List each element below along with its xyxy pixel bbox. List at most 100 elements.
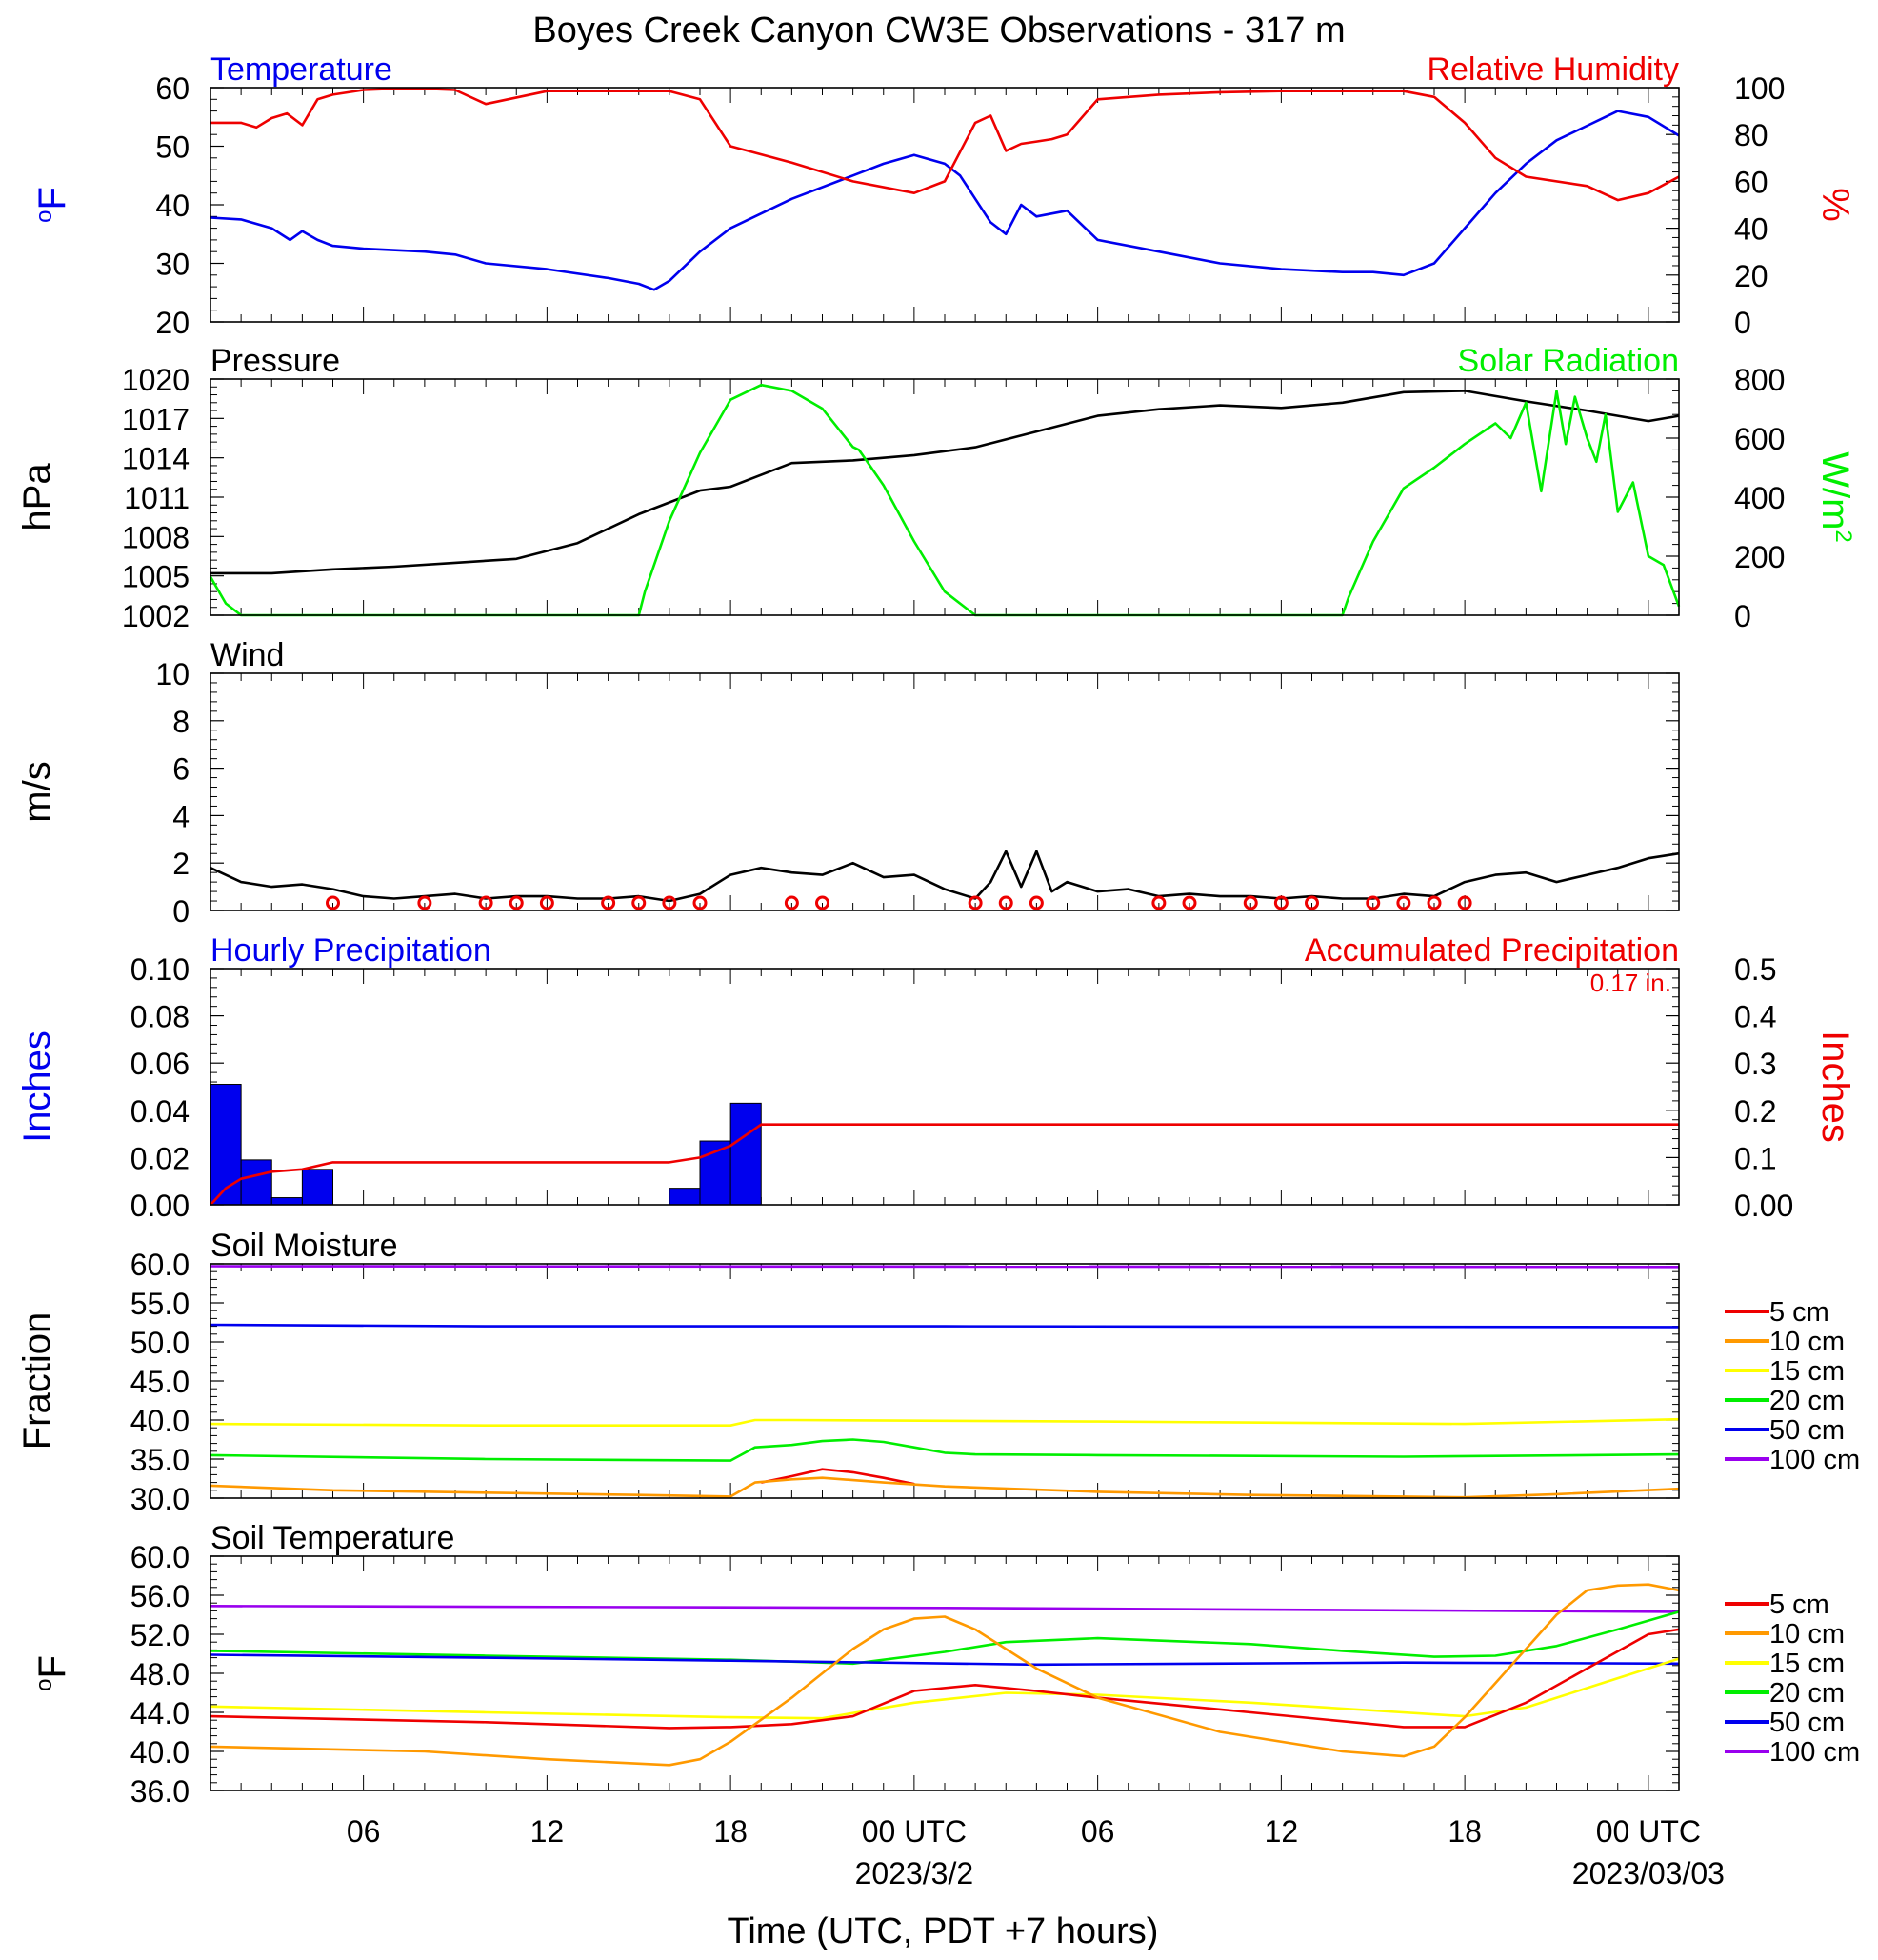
- series-line-5cm: [761, 1468, 915, 1486]
- series-line: [209, 383, 1681, 617]
- y-right-tick-label: 0.2: [1734, 1094, 1776, 1129]
- panel-left-title: Wind: [210, 637, 284, 673]
- panel-frame: [210, 378, 1680, 616]
- legend-label: 20 cm: [1769, 1678, 1845, 1709]
- y-tick-label: 20: [155, 306, 190, 340]
- legend-label: 10 cm: [1769, 1619, 1845, 1650]
- legend-label: 5 cm: [1769, 1297, 1829, 1328]
- y-tick-label: 30: [155, 248, 190, 282]
- wind-calm-marker: [1427, 895, 1442, 910]
- legend-label: 15 cm: [1769, 1649, 1845, 1679]
- panel-right-title: Accumulated Precipitation: [1305, 932, 1679, 969]
- y-tick-label: 40.0: [130, 1404, 190, 1438]
- panel-frame: [210, 672, 1680, 911]
- series-line-15cm: [210, 1417, 1680, 1427]
- y-right-tick-label: 40: [1734, 212, 1768, 247]
- series-line-100cm: [210, 1265, 1680, 1269]
- y-tick-label: 4: [172, 799, 190, 833]
- superscript: 2: [1830, 530, 1856, 542]
- precip-bar: [240, 1159, 272, 1206]
- y-right-tick-label: 0.1: [1734, 1141, 1776, 1175]
- y-right-tick-label: 800: [1734, 363, 1785, 397]
- legend-label: 10 cm: [1769, 1327, 1845, 1357]
- y-right-tick-label: 400: [1734, 481, 1785, 515]
- y-tick-label: 1011: [124, 481, 190, 515]
- y-tick-label: 2: [172, 847, 190, 881]
- wind-calm-marker: [1457, 895, 1472, 910]
- y-tick-label: 60.0: [130, 1540, 190, 1574]
- panel-left-title: Soil Temperature: [210, 1520, 454, 1556]
- panel-soil_temperature: 60.0 56.0 52.0 48.0 44.0 40.0 36.0 Soil Tempera…: [31, 1520, 1860, 1809]
- panel-precipitation: 0.10 0.08 0.06 0.04 0.02 0.00 0.5 0.4 0.3 0.2 0.1 0…: [16, 932, 1856, 1223]
- wind-calm-marker: [631, 895, 647, 910]
- y-tick-label: 10: [155, 657, 190, 691]
- y-right-tick-label: 600: [1734, 422, 1785, 456]
- y-tick-label: 0.10: [130, 952, 190, 987]
- panel-right-title: Relative Humidity: [1427, 51, 1679, 88]
- x-tick-label: 12: [1265, 1814, 1299, 1849]
- panel-frame: [210, 1263, 1680, 1499]
- y-axis-label-left: Fraction: [16, 1312, 58, 1450]
- wind-calm-marker: [662, 895, 677, 910]
- y-right-tick-label: 0: [1734, 306, 1751, 340]
- y-tick-label: 40.0: [130, 1735, 190, 1770]
- y-tick-label: 36.0: [130, 1774, 190, 1809]
- panel-frame: [210, 1555, 1680, 1791]
- precip-bar: [729, 1102, 762, 1206]
- legend-label: 50 cm: [1769, 1708, 1845, 1738]
- y-right-tick-label: 60: [1734, 165, 1768, 199]
- y-tick-label: 6: [172, 752, 190, 787]
- figure-title: Boyes Creek Canyon CW3E Observations - 3…: [532, 10, 1345, 50]
- series-line: [210, 1123, 1679, 1206]
- series-line-20cm: [210, 1438, 1680, 1462]
- y-tick-label: 40: [155, 189, 190, 223]
- panel-wind: 10 8 6 4 2 0 Wind m/s: [16, 637, 1680, 929]
- wind-calm-marker: [478, 895, 493, 910]
- y-tick-label: 30.0: [130, 1482, 190, 1516]
- x-date-label: 2023/3/2: [855, 1856, 974, 1890]
- series-line-50cm: [210, 1653, 1680, 1667]
- y-right-tick-label: 100: [1734, 71, 1785, 106]
- y-tick-label: 44.0: [130, 1696, 190, 1730]
- y-tick-label: 0.04: [130, 1094, 190, 1129]
- x-axis-label: Time (UTC, PDT +7 hours): [728, 1911, 1159, 1951]
- degree-symbol: o: [31, 1679, 57, 1691]
- panel-frame: [210, 968, 1680, 1206]
- y-tick-label: 1002: [122, 599, 190, 633]
- panel-left-title: Pressure: [210, 343, 340, 379]
- y-right-tick-label: 0.3: [1734, 1047, 1776, 1081]
- y-tick-label: 1014: [122, 442, 190, 476]
- panel-pressure_solar: 1020 1017 1014 1011 1008 1005 1002 800 600 400 200…: [16, 343, 1856, 633]
- wind-calm-marker: [968, 895, 983, 910]
- series-line-100cm: [210, 1605, 1680, 1613]
- wind-calm-marker: [1151, 895, 1167, 910]
- y-axis-label-right: Inches: [1814, 1030, 1856, 1143]
- panel-left-title: Temperature: [210, 51, 392, 88]
- y-tick-label: 0.08: [130, 1000, 190, 1034]
- y-axis-label-right: %: [1814, 188, 1856, 222]
- series-line-50cm: [210, 1323, 1680, 1329]
- precip-bar: [669, 1188, 701, 1206]
- legend-label: 100 cm: [1769, 1445, 1860, 1475]
- y-axis-label-left: hPa: [16, 463, 58, 531]
- series-line-10cm: [210, 1583, 1680, 1767]
- y-tick-label: 8: [172, 705, 190, 739]
- y-tick-label: 45.0: [130, 1365, 190, 1399]
- series-line: [210, 87, 1680, 202]
- y-tick-label: 60.0: [130, 1248, 190, 1282]
- y-tick-label: 1008: [122, 520, 190, 554]
- panel-left-title: Soil Moisture: [210, 1228, 398, 1264]
- y-tick-label: 48.0: [130, 1657, 190, 1691]
- x-tick-label: 18: [713, 1814, 748, 1849]
- panel-frame: [210, 87, 1680, 323]
- panel-temperature_rh: 60 50 40 30 20 100 80 60 40 20 0 Temperature Relativ…: [31, 51, 1856, 340]
- wind-calm-marker: [1305, 895, 1319, 910]
- series-line-15cm: [210, 1657, 1680, 1720]
- series-line: [210, 110, 1680, 291]
- y-right-tick-label: 0: [1734, 599, 1751, 633]
- y-tick-label: 35.0: [130, 1443, 190, 1477]
- wind-calm-marker: [784, 895, 799, 910]
- wind-calm-marker: [1182, 895, 1197, 910]
- wind-calm-marker: [692, 895, 708, 910]
